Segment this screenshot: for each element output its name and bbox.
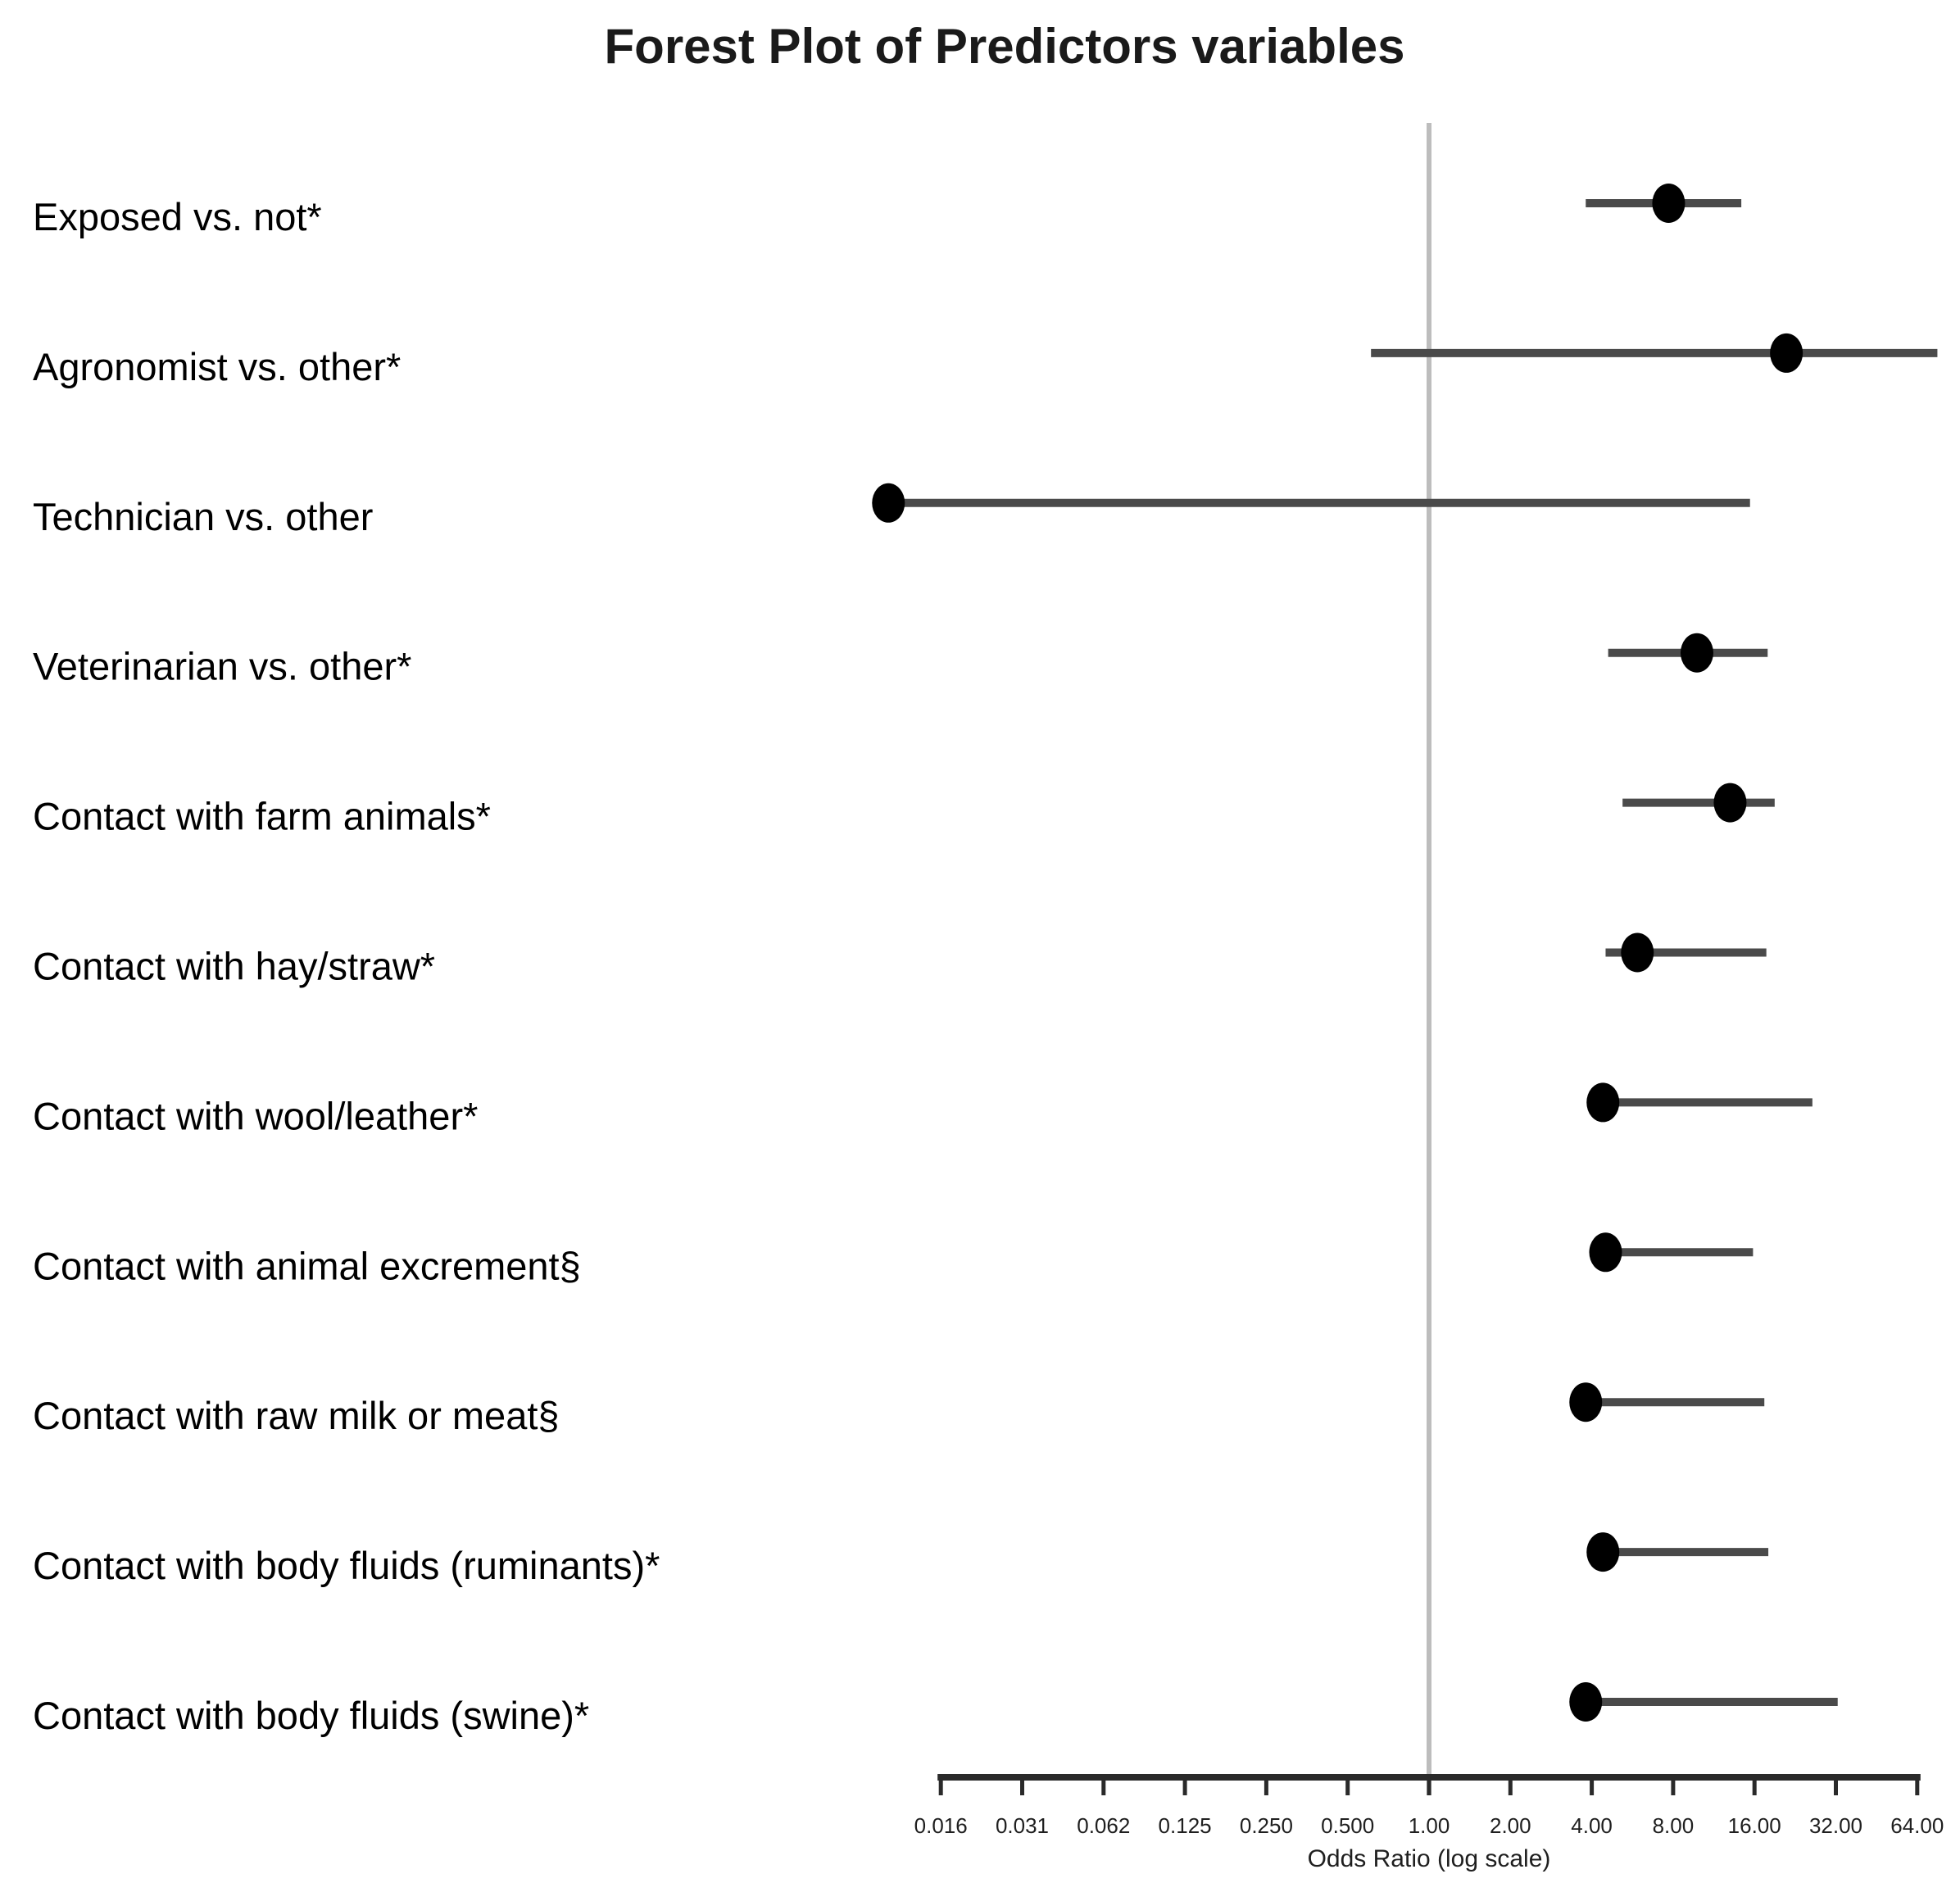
- x-axis-tick: 16.00: [1728, 1777, 1781, 1838]
- x-axis-tick: 8.00: [1653, 1777, 1695, 1838]
- chart-title: Forest Plot of Predictors variables: [604, 19, 1405, 74]
- row-label: Contact with hay/straw*: [33, 945, 435, 988]
- or-point-marker: [1589, 1232, 1622, 1273]
- tick-label: 64.00: [1890, 1813, 1944, 1838]
- x-axis-tick: 0.062: [1077, 1777, 1130, 1838]
- tick-label: 0.500: [1321, 1813, 1374, 1838]
- x-axis-tick: 64.00: [1890, 1777, 1944, 1838]
- or-point-marker: [1586, 1532, 1620, 1572]
- forest-row: Contact with hay/straw*: [33, 932, 1767, 988]
- tick-label: 1.00: [1409, 1813, 1450, 1838]
- forest-row: Contact with body fluids (ruminants)*: [33, 1532, 1769, 1587]
- forest-row: Exposed vs. not*: [33, 184, 1742, 238]
- or-point-marker: [1621, 932, 1654, 973]
- tick-label: 32.00: [1809, 1813, 1862, 1838]
- row-label: Exposed vs. not*: [33, 195, 322, 238]
- tick-label: 16.00: [1728, 1813, 1781, 1838]
- or-point-marker: [1680, 633, 1713, 673]
- forest-row: Contact with animal excrement§: [33, 1232, 1754, 1287]
- tick-label: 0.125: [1159, 1813, 1212, 1838]
- or-point-marker: [1770, 333, 1803, 373]
- forest-row: Technician vs. other: [33, 483, 1750, 538]
- tick-label: 0.031: [996, 1813, 1049, 1838]
- forest-row: Contact with wool/leather*: [33, 1082, 1813, 1137]
- forest-row: Veterinarian vs. other*: [33, 633, 1768, 688]
- tick-label: 0.250: [1240, 1813, 1293, 1838]
- x-axis-tick: 2.00: [1490, 1777, 1531, 1838]
- forest-row: Contact with farm animals*: [33, 783, 1775, 838]
- row-label: Agronomist vs. other*: [33, 345, 401, 388]
- or-point-marker: [1713, 783, 1747, 823]
- row-label: Contact with raw milk or meat§: [33, 1394, 560, 1437]
- or-point-marker: [1569, 1682, 1603, 1722]
- x-axis-tick: 0.125: [1159, 1777, 1212, 1838]
- row-label: Contact with animal excrement§: [33, 1244, 581, 1287]
- row-label: Technician vs. other: [33, 495, 373, 538]
- row-label: Contact with body fluids (ruminants)*: [33, 1544, 660, 1587]
- x-axis-tick: 32.00: [1809, 1777, 1862, 1838]
- tick-label: 8.00: [1653, 1813, 1695, 1838]
- or-point-marker: [1569, 1382, 1603, 1422]
- tick-label: 4.00: [1571, 1813, 1613, 1838]
- row-label: Contact with wool/leather*: [33, 1094, 478, 1137]
- row-label: Veterinarian vs. other*: [33, 645, 411, 688]
- forest-row: Contact with body fluids (swine)*: [33, 1682, 1838, 1737]
- or-point-marker: [1652, 184, 1686, 223]
- tick-label: 0.062: [1077, 1813, 1130, 1838]
- tick-label: 2.00: [1490, 1813, 1531, 1838]
- forest-row: Contact with raw milk or meat§: [33, 1382, 1765, 1437]
- or-point-marker: [872, 483, 905, 523]
- x-axis-title: Odds Ratio (log scale): [1307, 1845, 1551, 1872]
- row-label: Contact with body fluids (swine)*: [33, 1694, 589, 1737]
- forest-row: Agronomist vs. other*: [33, 333, 1938, 388]
- or-point-marker: [1586, 1082, 1620, 1123]
- x-axis-tick: 0.016: [914, 1777, 968, 1838]
- row-label: Contact with farm animals*: [33, 795, 491, 838]
- x-axis-tick: 4.00: [1571, 1777, 1613, 1838]
- tick-label: 0.016: [914, 1813, 968, 1838]
- x-axis-tick: 0.500: [1321, 1777, 1374, 1838]
- x-axis-tick: 1.00: [1409, 1777, 1450, 1838]
- x-axis-tick: 0.250: [1240, 1777, 1293, 1838]
- x-axis-tick: 0.031: [996, 1777, 1049, 1838]
